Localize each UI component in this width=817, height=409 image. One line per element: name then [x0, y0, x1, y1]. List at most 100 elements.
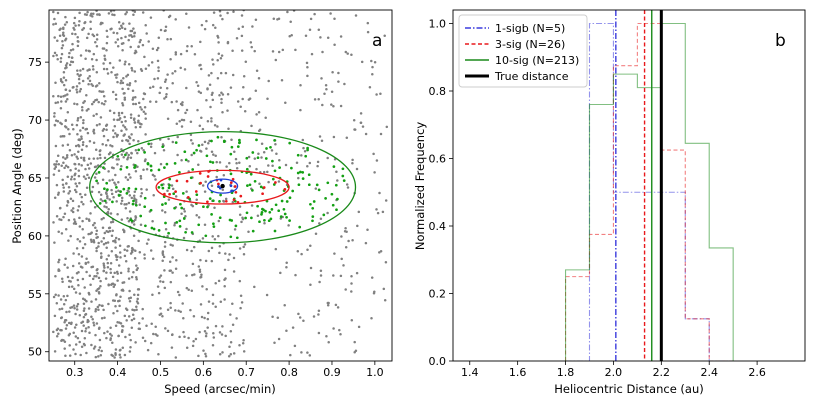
background-point: [295, 161, 299, 164]
background-point: [119, 356, 122, 359]
background-point: [183, 210, 186, 213]
x-tick-label: 0.3: [66, 366, 84, 379]
background-point: [89, 27, 92, 31]
background-point: [308, 161, 312, 165]
background-point: [190, 203, 193, 207]
background-point: [84, 177, 87, 180]
background-point: [74, 352, 77, 356]
background-point: [340, 257, 343, 261]
background-point: [164, 78, 168, 81]
background-point: [305, 61, 309, 65]
background-point: [130, 275, 134, 279]
background-point: [76, 69, 79, 72]
background-point: [257, 129, 261, 133]
background-point: [156, 77, 160, 80]
background-point: [167, 198, 171, 201]
background-point: [373, 60, 377, 64]
background-point: [128, 83, 131, 87]
background-point: [65, 156, 69, 159]
background-point: [111, 178, 114, 182]
background-point: [132, 102, 135, 106]
green-sample-point: [168, 177, 172, 181]
background-point: [133, 70, 137, 73]
background-point: [170, 184, 174, 187]
background-point: [223, 298, 226, 301]
background-point: [182, 317, 185, 320]
background-point: [59, 57, 63, 60]
background-point: [274, 143, 277, 146]
background-point: [87, 291, 91, 295]
background-point: [133, 293, 136, 296]
background-point: [257, 77, 261, 80]
background-point: [379, 92, 382, 96]
green-sample-point: [236, 145, 240, 148]
background-point: [96, 272, 99, 275]
background-point: [207, 249, 211, 253]
background-point: [60, 316, 64, 319]
background-point: [219, 56, 223, 60]
background-point: [117, 238, 121, 241]
x-tick-label: 1.0: [366, 366, 384, 379]
background-point: [319, 36, 322, 39]
background-point: [373, 290, 376, 294]
background-point: [55, 54, 58, 57]
background-point: [80, 345, 84, 348]
background-point: [306, 66, 309, 69]
x-tick-label: 0.8: [280, 366, 298, 379]
background-point: [117, 181, 120, 184]
background-point: [254, 18, 258, 22]
background-point: [57, 260, 60, 264]
background-point: [143, 257, 146, 260]
background-point: [185, 86, 188, 90]
background-point: [68, 310, 71, 313]
background-point: [271, 315, 274, 319]
background-point: [316, 160, 320, 164]
background-point: [114, 183, 117, 186]
background-point: [359, 121, 363, 125]
background-point: [111, 13, 114, 16]
background-point: [53, 112, 56, 115]
green-sample-point: [218, 216, 222, 220]
background-point: [129, 296, 133, 299]
green-sample-point: [248, 183, 252, 187]
background-point: [87, 325, 90, 329]
background-point: [54, 101, 57, 105]
background-point: [52, 173, 56, 176]
legend: 1-sigb (N=5)3-sig (N=26)10-sig (N=213)Tr…: [458, 14, 588, 88]
background-point: [267, 164, 270, 167]
background-point: [75, 91, 79, 94]
background-point: [53, 124, 57, 127]
background-point: [306, 74, 309, 78]
background-point: [63, 321, 66, 324]
background-point: [116, 279, 119, 282]
background-point: [56, 154, 60, 158]
background-point: [332, 274, 335, 277]
background-point: [74, 144, 78, 148]
green-sample-point: [229, 152, 233, 156]
background-point: [353, 128, 356, 131]
green-sample-point: [274, 203, 278, 207]
background-point: [326, 304, 330, 307]
green-sample-point: [195, 193, 199, 197]
green-sample-point: [174, 141, 178, 144]
background-point: [142, 148, 145, 152]
background-point: [317, 313, 320, 316]
background-point: [60, 277, 64, 281]
background-point: [132, 139, 135, 142]
background-point: [344, 288, 347, 291]
background-point: [64, 15, 67, 19]
background-point: [130, 196, 134, 200]
background-point: [104, 124, 108, 128]
background-point: [96, 305, 100, 309]
background-point: [71, 42, 74, 46]
background-point: [168, 260, 172, 264]
background-point: [114, 254, 118, 257]
background-point: [372, 152, 375, 156]
background-point: [285, 261, 288, 264]
background-point: [103, 156, 107, 160]
background-point: [256, 214, 260, 218]
background-point: [345, 136, 349, 139]
background-point: [196, 84, 200, 88]
green-sample-point: [205, 154, 209, 158]
